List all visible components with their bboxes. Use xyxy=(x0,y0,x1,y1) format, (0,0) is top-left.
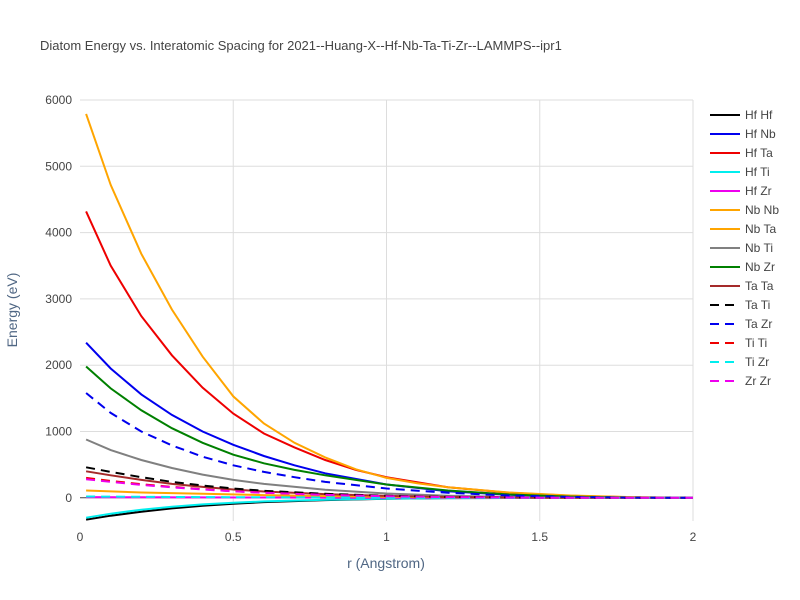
legend-label-nb-ti: Nb Ti xyxy=(745,241,773,255)
legend-label-hf-zr: Hf Zr xyxy=(745,184,772,198)
series-line-hf-hf xyxy=(85,496,693,521)
series-line-nb-ta xyxy=(85,113,693,499)
x-tick-label: 1.5 xyxy=(531,530,548,544)
legend: Hf Hf Hf Nb Hf Ta Hf Ti Hf Zr Nb Nb Nb Ta Nb Ti… xyxy=(710,108,779,388)
y-tick-label: 3000 xyxy=(45,292,72,306)
legend-label-zr-zr: Zr Zr xyxy=(745,374,771,388)
legend-label-hf-ti: Hf Ti xyxy=(745,165,770,179)
legend-label-ta-ti: Ta Ti xyxy=(745,298,770,312)
legend-label-hf-ta: Hf Ta xyxy=(745,146,773,160)
y-axis-title: Energy (eV) xyxy=(4,273,20,348)
series-line-hf-ta xyxy=(85,210,693,499)
y-tick-label: 2000 xyxy=(45,358,72,372)
x-tick-label: 0 xyxy=(77,530,84,544)
legend-label-nb-ta: Nb Ta xyxy=(745,222,776,236)
legend-label-ti-ti: Ti Ti xyxy=(745,336,767,350)
legend-label-ta-zr: Ta Zr xyxy=(745,317,772,331)
x-axis-title: r (Angstrom) xyxy=(347,555,425,571)
chart-title: Diatom Energy vs. Interatomic Spacing fo… xyxy=(40,38,562,53)
legend-label-ti-zr: Ti Zr xyxy=(745,355,769,369)
y-tick-label: 6000 xyxy=(45,93,72,107)
y-tick-label: 0 xyxy=(65,491,72,505)
y-tick-label: 4000 xyxy=(45,226,72,240)
x-tick-label: 1 xyxy=(383,530,390,544)
legend-label-hf-hf: Hf Hf xyxy=(745,108,773,122)
y-tick-label: 1000 xyxy=(45,424,72,438)
series-line-hf-nb xyxy=(85,342,693,499)
axis-ticks: 0 0.5 1 1.5 2 0 1000 2000 3000 4000 5000 6000 xyxy=(45,93,696,544)
legend-label-ta-ta: Ta Ta xyxy=(745,279,774,293)
legend-label-nb-zr: Nb Zr xyxy=(745,260,775,274)
plot-area xyxy=(85,113,693,521)
x-tick-label: 0.5 xyxy=(225,530,242,544)
y-tick-label: 5000 xyxy=(45,159,72,173)
legend-label-nb-nb: Nb Nb xyxy=(745,203,779,217)
series-line-zr-zr xyxy=(85,478,693,499)
x-tick-label: 2 xyxy=(690,530,697,544)
legend-label-hf-nb: Hf Nb xyxy=(745,127,776,141)
series-line-ta-zr xyxy=(85,392,693,499)
